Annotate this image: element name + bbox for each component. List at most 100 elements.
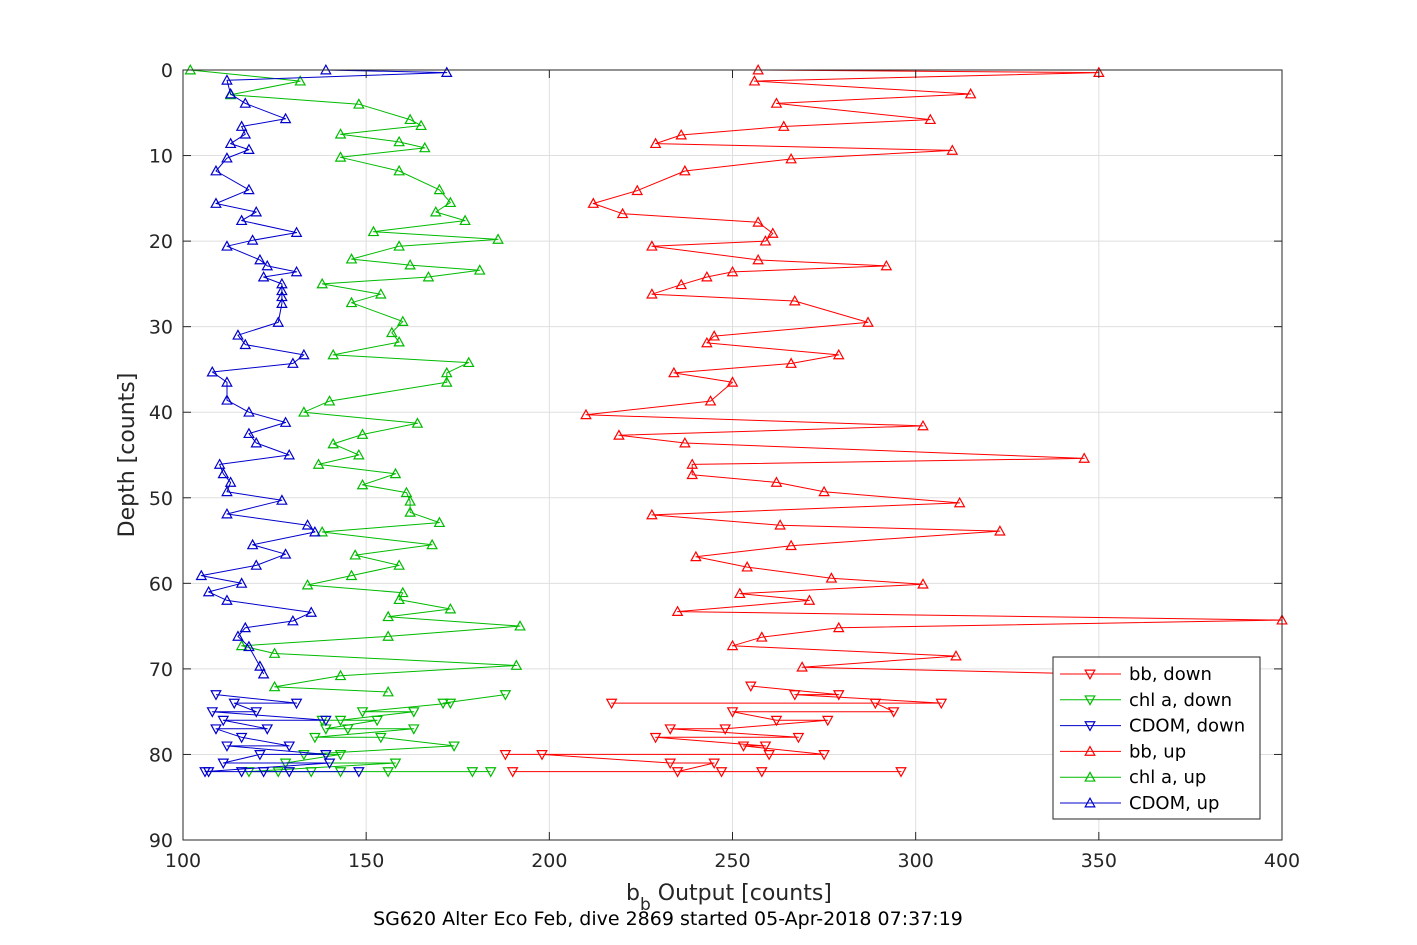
- data-point: [290, 698, 303, 710]
- y-tick-label: 30: [149, 317, 173, 339]
- data-point: [514, 620, 526, 631]
- data-point: [239, 338, 252, 350]
- y-tick-label: 50: [149, 488, 173, 510]
- data-point: [429, 205, 442, 217]
- data-point: [261, 724, 274, 735]
- data-point: [671, 767, 684, 778]
- legend-marker: [1084, 669, 1096, 681]
- data-point: [320, 715, 332, 727]
- data-point: [239, 128, 252, 139]
- legend-item: bb, down: [1060, 664, 1212, 685]
- y-tick-label: 0: [161, 60, 173, 82]
- data-point: [832, 348, 845, 360]
- data-point: [690, 550, 702, 562]
- data-point: [254, 660, 266, 671]
- data-point: [232, 630, 244, 641]
- data-point: [312, 458, 325, 469]
- data-point: [243, 640, 255, 652]
- data-point: [404, 506, 416, 517]
- data-point: [440, 66, 453, 78]
- data-point: [375, 732, 387, 744]
- legend-item: CDOM, down: [1060, 716, 1245, 737]
- data-point: [283, 767, 296, 778]
- data-point: [671, 605, 684, 617]
- data-point: [701, 271, 713, 282]
- data-point: [283, 448, 296, 460]
- data-point: [862, 316, 874, 327]
- data-point: [393, 164, 405, 176]
- data-point: [235, 732, 248, 744]
- x-tick-label: 150: [348, 850, 384, 872]
- data-point: [385, 326, 398, 338]
- legend-item: chl a, down: [1060, 690, 1232, 711]
- data-point: [345, 569, 358, 581]
- x-tick-label: 100: [165, 850, 201, 872]
- data-point: [276, 277, 288, 289]
- y-tick-label: 90: [149, 830, 173, 852]
- data-point: [221, 74, 233, 85]
- chart-title: SG620 Alter Eco Feb, dive 2869 started 0…: [373, 908, 963, 930]
- data-point: [221, 485, 233, 497]
- x-axis-label-subscript: b: [640, 895, 651, 915]
- data-point: [272, 316, 285, 327]
- legend: bb, down chl a, down CDOM, down bb, up chl a…: [1052, 656, 1261, 820]
- series-5: [195, 63, 453, 679]
- data-point: [448, 741, 460, 752]
- data-point: [382, 610, 394, 622]
- data-point: [664, 724, 677, 735]
- data-point: [407, 707, 420, 718]
- data-point: [825, 572, 838, 583]
- data-point: [715, 767, 728, 778]
- y-axis-label: Depth [counts]: [115, 373, 140, 538]
- series-0: [499, 681, 948, 778]
- data-point: [400, 486, 413, 498]
- data-point: [785, 357, 797, 368]
- data-point: [217, 467, 230, 479]
- data-point: [726, 639, 739, 651]
- data-point: [726, 265, 739, 277]
- data-point: [320, 750, 332, 761]
- data-point: [210, 164, 222, 176]
- data-point: [257, 271, 270, 282]
- data-point: [950, 650, 962, 661]
- data-point: [462, 356, 475, 368]
- data-point: [631, 184, 644, 196]
- data-point: [298, 348, 310, 360]
- data-point: [323, 758, 336, 770]
- data-point: [752, 216, 764, 227]
- data-point: [818, 750, 830, 761]
- data-point: [422, 271, 435, 282]
- data-point: [257, 767, 270, 778]
- data-point: [788, 690, 801, 701]
- data-point: [788, 294, 801, 306]
- data-point: [646, 288, 658, 299]
- data-point: [382, 685, 394, 697]
- data-point: [250, 559, 263, 570]
- data-point: [210, 197, 222, 208]
- data-point: [748, 75, 761, 86]
- data-point: [250, 436, 263, 448]
- data-point: [298, 406, 310, 417]
- data-point: [221, 507, 233, 519]
- data-point: [353, 767, 365, 778]
- data-point: [290, 265, 303, 277]
- data-point: [726, 707, 739, 718]
- data-point: [580, 408, 592, 420]
- data-point: [917, 419, 929, 431]
- data-point: [243, 143, 255, 155]
- x-tick-label: 300: [898, 850, 934, 872]
- data-point: [224, 87, 237, 99]
- data-point: [309, 525, 321, 537]
- data-point: [221, 240, 233, 251]
- data-point: [334, 128, 347, 139]
- data-point: [444, 196, 457, 208]
- data-point: [217, 758, 230, 770]
- data-point: [316, 525, 329, 537]
- data-point: [613, 429, 625, 440]
- legend-marker: [1084, 745, 1096, 756]
- data-point: [389, 467, 402, 479]
- series-line: [204, 694, 360, 773]
- data-point: [924, 113, 937, 125]
- data-point: [737, 741, 750, 752]
